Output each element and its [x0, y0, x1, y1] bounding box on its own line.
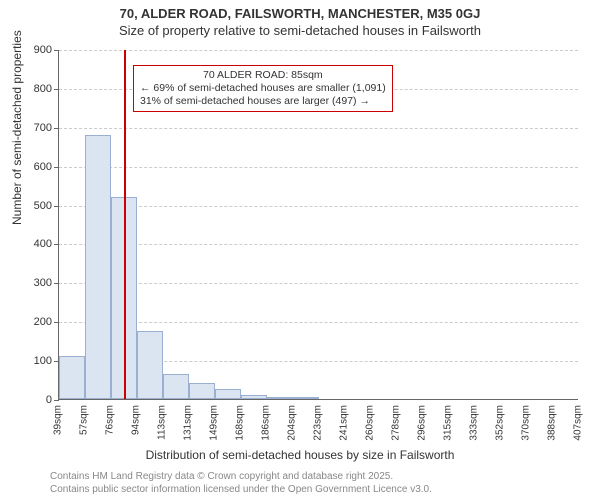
- grid-line: [59, 128, 578, 129]
- xtick-label: 204sqm: [287, 405, 298, 441]
- bar: [189, 383, 215, 399]
- annotation-line-1: ← 69% of semi-detached houses are smalle…: [140, 82, 386, 95]
- xtick-label: 370sqm: [521, 405, 532, 441]
- ytick-mark: [54, 50, 59, 51]
- annotation-box: 70 ALDER ROAD: 85sqm ← 69% of semi-detac…: [133, 65, 393, 112]
- title-line-2: Size of property relative to semi-detach…: [0, 23, 600, 40]
- xtick-label: 76sqm: [105, 405, 116, 435]
- xtick-label: 241sqm: [339, 405, 350, 441]
- bar: [163, 374, 189, 399]
- annotation-title: 70 ALDER ROAD: 85sqm: [140, 69, 386, 82]
- ytick-label: 900: [22, 44, 52, 56]
- ytick-mark: [54, 244, 59, 245]
- bar: [241, 395, 267, 399]
- bar: [59, 356, 85, 399]
- xtick-label: 333sqm: [469, 405, 480, 441]
- xtick-label: 407sqm: [573, 405, 584, 441]
- ytick-mark: [54, 322, 59, 323]
- bar: [293, 397, 319, 399]
- xtick-label: 352sqm: [495, 405, 506, 441]
- chart-area: 70 ALDER ROAD: 85sqm ← 69% of semi-detac…: [58, 50, 578, 400]
- bar: [137, 331, 163, 399]
- xtick-label: 149sqm: [209, 405, 220, 441]
- ytick-label: 500: [22, 200, 52, 212]
- grid-line: [59, 50, 578, 51]
- ytick-label: 400: [22, 238, 52, 250]
- bar: [85, 135, 111, 399]
- grid-line: [59, 167, 578, 168]
- marker-line: [124, 50, 126, 399]
- title-line-1: 70, ALDER ROAD, FAILSWORTH, MANCHESTER, …: [0, 6, 600, 23]
- ytick-label: 100: [22, 355, 52, 367]
- ytick-mark: [54, 400, 59, 401]
- ytick-label: 0: [22, 394, 52, 406]
- ytick-label: 800: [22, 83, 52, 95]
- ytick-mark: [54, 89, 59, 90]
- ytick-mark: [54, 283, 59, 284]
- xtick-label: 223sqm: [313, 405, 324, 441]
- xtick-label: 39sqm: [53, 405, 64, 435]
- ytick-label: 700: [22, 122, 52, 134]
- x-axis-title: Distribution of semi-detached houses by …: [0, 448, 600, 462]
- ytick-mark: [54, 167, 59, 168]
- xtick-label: 168sqm: [235, 405, 246, 441]
- chart-wrapper: 70, ALDER ROAD, FAILSWORTH, MANCHESTER, …: [0, 0, 600, 500]
- ytick-label: 600: [22, 161, 52, 173]
- annotation-line-2: 31% of semi-detached houses are larger (…: [140, 95, 386, 108]
- ytick-label: 300: [22, 277, 52, 289]
- bar: [215, 389, 241, 399]
- title-block: 70, ALDER ROAD, FAILSWORTH, MANCHESTER, …: [0, 0, 600, 40]
- xtick-label: 186sqm: [261, 405, 272, 441]
- ytick-mark: [54, 128, 59, 129]
- xtick-label: 260sqm: [365, 405, 376, 441]
- xtick-label: 315sqm: [443, 405, 454, 441]
- xtick-label: 296sqm: [417, 405, 428, 441]
- xtick-label: 388sqm: [547, 405, 558, 441]
- xtick-label: 57sqm: [79, 405, 90, 435]
- xtick-label: 113sqm: [157, 405, 168, 440]
- xtick-label: 94sqm: [131, 405, 142, 435]
- xtick-label: 131sqm: [183, 405, 194, 441]
- footer-line-2: Contains public sector information licen…: [50, 484, 432, 497]
- ytick-mark: [54, 206, 59, 207]
- footer-line-1: Contains HM Land Registry data © Crown c…: [50, 471, 432, 484]
- xtick-label: 278sqm: [391, 405, 402, 441]
- bar: [267, 397, 293, 399]
- footer: Contains HM Land Registry data © Crown c…: [50, 471, 432, 496]
- ytick-label: 200: [22, 316, 52, 328]
